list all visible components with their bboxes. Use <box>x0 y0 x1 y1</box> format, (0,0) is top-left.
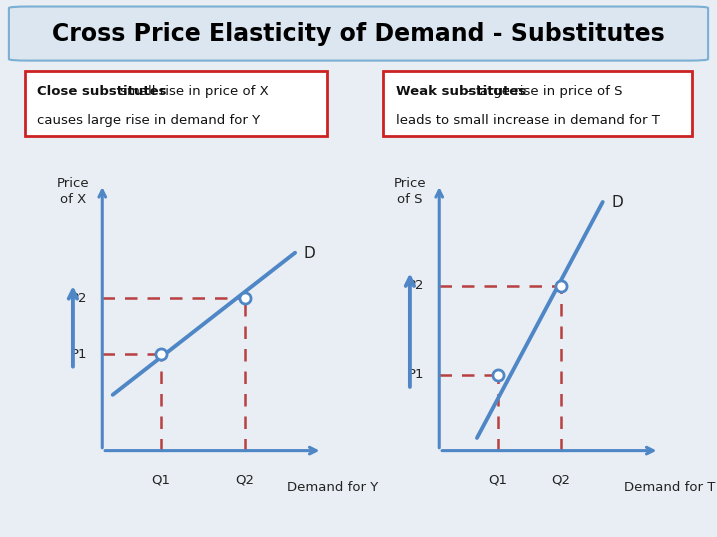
Text: Q2: Q2 <box>551 474 570 487</box>
Text: Weak substitutes – large rise in price of S: Weak substitutes – large rise in price o… <box>396 85 672 98</box>
Text: Demand for Y: Demand for Y <box>288 481 379 494</box>
Text: Close substitutes: Close substitutes <box>37 85 166 98</box>
Text: P2: P2 <box>71 292 87 305</box>
Text: D: D <box>303 246 315 261</box>
FancyBboxPatch shape <box>24 71 327 136</box>
FancyBboxPatch shape <box>383 71 693 136</box>
Text: P2: P2 <box>408 279 424 292</box>
Text: Close substitutes – small rise in price of X: Close substitutes – small rise in price … <box>37 85 315 98</box>
Text: D: D <box>611 195 623 210</box>
Text: causes large rise in demand for Y: causes large rise in demand for Y <box>37 114 260 127</box>
Text: Price
of S: Price of S <box>394 177 426 206</box>
Text: Price
of X: Price of X <box>57 177 89 206</box>
Text: P1: P1 <box>71 348 87 361</box>
Text: Q2: Q2 <box>235 474 255 487</box>
Text: Q1: Q1 <box>151 474 171 487</box>
Text: Demand for T: Demand for T <box>624 481 716 494</box>
Text: P1: P1 <box>408 368 424 381</box>
Text: Q1: Q1 <box>488 474 508 487</box>
Text: Weak substitutes: Weak substitutes <box>396 85 526 98</box>
Text: Cross Price Elasticity of Demand - Substitutes: Cross Price Elasticity of Demand - Subst… <box>52 21 665 46</box>
Text: leads to small increase in demand for T: leads to small increase in demand for T <box>396 114 660 127</box>
FancyBboxPatch shape <box>9 6 708 61</box>
Text: – large rise in price of S: – large rise in price of S <box>462 85 623 98</box>
Text: – small rise in price of X: – small rise in price of X <box>105 85 269 98</box>
